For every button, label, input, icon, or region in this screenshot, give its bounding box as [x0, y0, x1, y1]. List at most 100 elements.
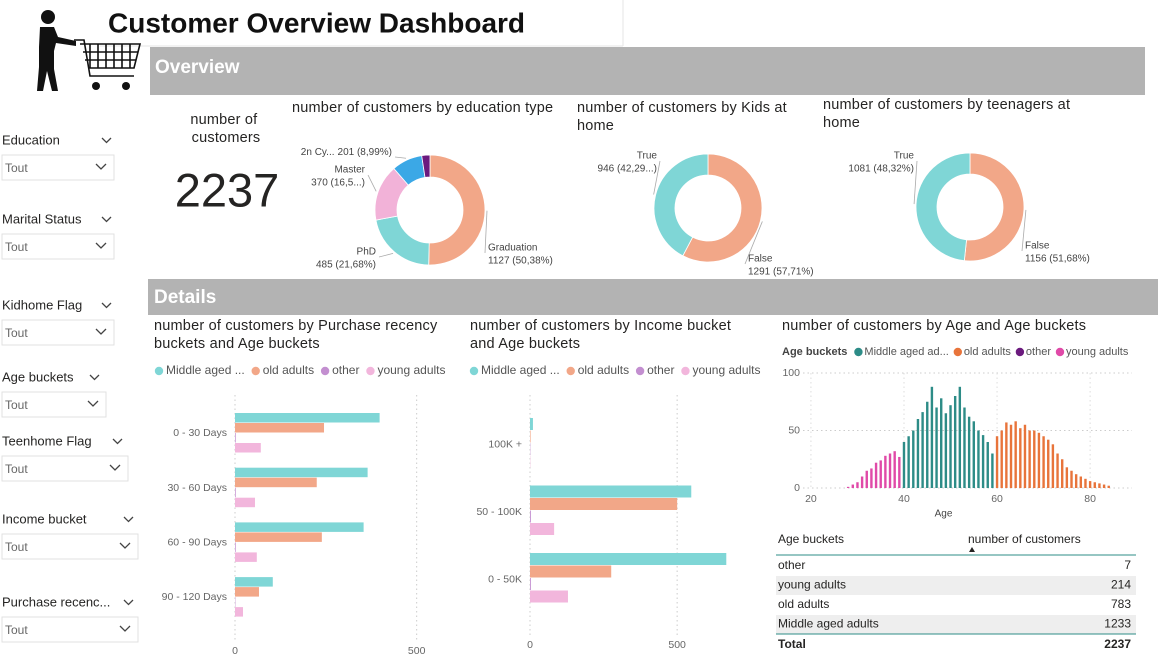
filter-dropdown[interactable] — [1, 319, 115, 346]
bar — [235, 497, 255, 508]
column — [856, 482, 859, 488]
chart-title: number of customers by teenagers at home — [823, 97, 1074, 131]
bar — [235, 487, 236, 498]
legend-label[interactable]: Middle aged ... — [166, 363, 245, 377]
column — [1019, 428, 1022, 488]
filter-slicer[interactable]: Age buckets Tout — [1, 369, 107, 418]
legend-label[interactable]: young adults — [692, 363, 760, 377]
dashboard-title: Customer Overview Dashboard — [108, 7, 525, 38]
chart-title: number of customers by Income bucket and… — [470, 318, 735, 352]
filter-value: Tout — [5, 623, 28, 637]
bar — [235, 542, 236, 552]
filter-value: Tout — [5, 398, 28, 412]
x-tick-label: 20 — [805, 493, 817, 505]
column — [1047, 439, 1050, 488]
column — [902, 442, 906, 488]
donut-slice — [915, 152, 971, 262]
column — [958, 386, 962, 488]
column — [926, 401, 929, 488]
column — [967, 416, 971, 488]
chevron — [112, 438, 123, 445]
filter-dropdown[interactable] — [1, 616, 139, 643]
filter-dropdown[interactable] — [1, 455, 129, 482]
column — [991, 453, 994, 488]
legend-title: Age buckets — [782, 346, 847, 358]
column — [1079, 476, 1083, 488]
chevron — [119, 542, 131, 549]
filter-dropdown[interactable] — [1, 533, 139, 560]
y-tick-label: 100 — [782, 367, 800, 379]
slice-value: 1291 (57,71%) — [748, 267, 814, 278]
legend-label[interactable]: old adults — [263, 363, 314, 377]
filter-slicer[interactable]: Education Tout — [1, 132, 115, 181]
column — [1107, 485, 1110, 488]
legend-label[interactable]: Middle aged ... — [481, 363, 560, 377]
legend-marker — [1015, 347, 1025, 357]
legend-label[interactable]: old adults — [578, 363, 629, 377]
filter-slicer[interactable]: Teenhome Flag Tout — [1, 433, 129, 482]
chart-title: number of customers by Age and Age bucke… — [782, 318, 1086, 334]
x-tick-label: 60 — [991, 493, 1003, 505]
table-total-label: Total — [778, 637, 806, 651]
column — [846, 486, 850, 488]
chevron — [109, 464, 121, 471]
legend-marker — [320, 366, 330, 376]
filter-dropdown[interactable] — [1, 391, 107, 418]
y-category-label: 0 - 30 Days — [173, 427, 227, 439]
leader-line — [394, 156, 407, 159]
column — [1074, 474, 1078, 488]
legend-label[interactable]: other — [647, 363, 674, 377]
filter-label: Marital Status — [2, 211, 82, 226]
filter-slicer[interactable]: Purchase recenc... Tout — [1, 594, 139, 643]
filter-value: Tout — [5, 540, 28, 554]
chevron — [123, 516, 134, 523]
chevron — [89, 374, 100, 381]
y-category-label: 50 - 100K — [476, 506, 522, 518]
filter-dropdown[interactable] — [1, 154, 115, 181]
column — [940, 398, 943, 488]
legend-label[interactable]: young adults — [377, 363, 445, 377]
bar — [530, 578, 531, 590]
sort-indicator — [969, 547, 975, 552]
filter-slicer[interactable]: Income bucket Tout — [1, 511, 139, 560]
leader-line — [484, 210, 488, 254]
x-tick-label: 500 — [408, 645, 426, 657]
leader-line — [653, 160, 661, 195]
slice-value: 485 (21,68%) — [316, 260, 376, 271]
column — [1005, 422, 1008, 488]
slice-value: 946 (42,29...) — [598, 164, 657, 175]
filter-label: Income bucket — [2, 511, 87, 526]
legend-marker — [953, 347, 963, 357]
y-category-label: 100K + — [488, 439, 522, 451]
leader-line — [913, 160, 918, 205]
filter-dropdown[interactable] — [1, 233, 115, 260]
column — [1093, 482, 1096, 488]
legend-label[interactable]: other — [1026, 346, 1051, 358]
x-tick-label: 80 — [1084, 493, 1096, 505]
table-header: Age buckets — [778, 532, 844, 546]
filter-slicer[interactable]: Kidhome Flag Tout — [1, 297, 115, 346]
bar — [235, 552, 257, 562]
column — [865, 470, 868, 488]
donut-slice — [682, 153, 763, 263]
bar — [235, 423, 325, 433]
x-tick-label: 0 — [232, 645, 238, 657]
filter-slicer[interactable]: Marital Status Tout — [1, 211, 115, 260]
leader-line — [378, 253, 394, 258]
column — [893, 451, 896, 488]
bar — [530, 485, 692, 498]
slice-category: True — [637, 151, 658, 162]
bar — [235, 532, 322, 542]
legend-label[interactable]: old adults — [964, 346, 1012, 358]
column — [944, 413, 948, 488]
legend-label[interactable]: young adults — [1066, 346, 1129, 358]
x-tick-label: 40 — [898, 493, 910, 505]
leader-line — [367, 174, 377, 192]
x-tick-label: 0 — [527, 639, 533, 651]
bar — [235, 577, 273, 587]
column — [851, 484, 854, 488]
legend-label[interactable]: other — [332, 363, 359, 377]
column — [986, 442, 989, 488]
legend-label[interactable]: Middle aged ad... — [864, 346, 948, 358]
shopper-icon — [37, 10, 142, 91]
